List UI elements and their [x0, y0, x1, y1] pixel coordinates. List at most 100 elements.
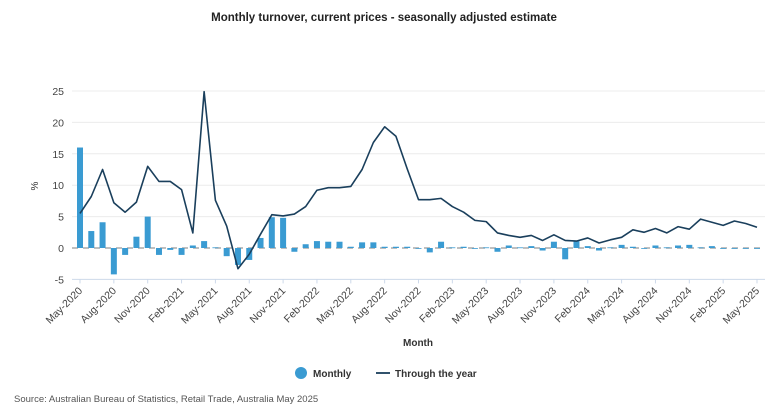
bar-monthly-Oct-2020	[133, 236, 140, 248]
y-tick-label: 10	[52, 180, 64, 192]
bar-monthly-Nov-2020	[144, 216, 151, 248]
point-through-the-year-Jun-2024	[632, 229, 634, 231]
legend-monthly-label: Monthly	[313, 369, 352, 380]
bar-monthly-Oct-2024	[675, 245, 682, 248]
bar-monthly-Mar-2023	[460, 246, 467, 248]
bar-monthly-Jun-2020	[88, 231, 95, 248]
bar-monthly-Jun-2022	[359, 242, 366, 248]
bar-monthly-Apr-2021	[201, 241, 208, 248]
point-through-the-year-Feb-2024	[587, 237, 589, 239]
point-through-the-year-Feb-2023	[451, 205, 453, 207]
point-through-the-year-Nov-2024	[688, 228, 690, 230]
x-tick-label: Aug-2021	[214, 285, 255, 326]
bar-monthly-Feb-2022	[313, 241, 320, 248]
point-through-the-year-Jan-2022	[304, 205, 306, 207]
bar-monthly-Oct-2021	[268, 217, 275, 248]
point-through-the-year-May-2022	[350, 185, 352, 187]
bar-monthly-Nov-2021	[280, 217, 287, 248]
point-through-the-year-Dec-2021	[293, 213, 295, 215]
y-tick-label: 5	[58, 212, 64, 224]
bar-monthly-Sep-2021	[257, 237, 264, 248]
point-through-the-year-Jul-2021	[237, 268, 239, 270]
bar-monthly-Apr-2022	[336, 241, 343, 248]
point-through-the-year-Dec-2024	[699, 218, 701, 220]
point-through-the-year-Mar-2025	[733, 220, 735, 222]
point-through-the-year-Nov-2020	[147, 165, 149, 167]
point-through-the-year-Jan-2021	[169, 180, 171, 182]
x-tick-label: Nov-2023	[518, 285, 559, 326]
point-through-the-year-Jul-2023	[508, 234, 510, 236]
bar-monthly-Aug-2024	[652, 245, 659, 248]
point-through-the-year-Dec-2020	[158, 180, 160, 182]
bar-monthly-Apr-2025	[742, 248, 749, 249]
y-tick-label: 15	[52, 149, 64, 161]
point-through-the-year-Aug-2020	[113, 202, 115, 204]
x-tick-label: Nov-2024	[654, 285, 695, 326]
bar-monthly-Feb-2023	[449, 247, 456, 249]
point-through-the-year-Aug-2023	[519, 236, 521, 238]
bar-monthly-Nov-2024	[686, 244, 693, 248]
bar-monthly-Jun-2024	[629, 246, 636, 248]
point-through-the-year-Feb-2021	[180, 188, 182, 190]
point-through-the-year-Jun-2020	[90, 195, 92, 197]
bar-monthly-Dec-2021	[291, 248, 298, 252]
y-tick-label: 25	[52, 86, 64, 98]
point-through-the-year-Oct-2022	[406, 168, 408, 170]
point-through-the-year-Apr-2025	[745, 222, 747, 224]
point-through-the-year-Aug-2021	[248, 253, 250, 255]
x-tick-label: May-2025	[721, 285, 763, 327]
legend-through-year-label: Through the year	[395, 369, 477, 380]
bar-monthly-Mar-2024	[596, 248, 603, 251]
bar-monthly-Aug-2023	[517, 247, 524, 249]
point-through-the-year-Oct-2021	[271, 214, 273, 216]
y-tick-label: -5	[55, 274, 64, 286]
bar-monthly-Dec-2022	[426, 248, 433, 253]
bar-monthly-Jul-2021	[234, 248, 241, 265]
point-through-the-year-Sep-2024	[666, 232, 668, 234]
x-tick-label: Nov-2022	[383, 285, 424, 326]
point-through-the-year-Dec-2023	[564, 239, 566, 241]
point-through-the-year-Dec-2022	[429, 198, 431, 200]
bar-monthly-Sep-2022	[392, 246, 399, 248]
point-through-the-year-Aug-2022	[383, 126, 385, 128]
x-tick-label: May-2023	[450, 285, 492, 327]
bar-monthly-Dec-2024	[697, 247, 704, 249]
bar-monthly-Aug-2020	[110, 248, 117, 275]
x-tick-label: May-2022	[314, 285, 356, 327]
x-tick-label: Aug-2022	[349, 285, 390, 326]
point-through-the-year-Apr-2024	[609, 239, 611, 241]
legend-monthly-swatch	[295, 367, 307, 379]
point-through-the-year-Sep-2022	[395, 135, 397, 137]
bar-monthly-Nov-2023	[550, 241, 557, 248]
point-through-the-year-Mar-2023	[462, 211, 464, 213]
point-through-the-year-Oct-2024	[677, 225, 679, 227]
point-through-the-year-Oct-2020	[135, 201, 137, 203]
bar-monthly-Nov-2022	[415, 248, 422, 249]
bar-monthly-Oct-2022	[404, 246, 411, 248]
point-through-the-year-Jan-2025	[711, 221, 713, 223]
point-through-the-year-Feb-2025	[722, 224, 724, 226]
bar-monthly-Mar-2021	[189, 245, 196, 248]
point-through-the-year-Jul-2022	[372, 141, 374, 143]
point-through-the-year-Feb-2022	[316, 189, 318, 191]
point-through-the-year-Mar-2024	[598, 242, 600, 244]
point-through-the-year-May-2021	[214, 199, 216, 201]
point-through-the-year-Apr-2022	[338, 187, 340, 189]
bar-monthly-Jun-2023	[494, 248, 501, 252]
y-tick-label: 20	[52, 117, 64, 129]
x-tick-label: Aug-2020	[78, 285, 119, 326]
bar-monthly-Jan-2023	[438, 241, 445, 248]
bar-monthly-Mar-2022	[325, 241, 332, 248]
point-through-the-year-May-2024	[620, 236, 622, 238]
bar-monthly-Sep-2023	[528, 246, 535, 248]
x-axis-label: Month	[403, 338, 433, 349]
x-tick-label: Nov-2020	[112, 285, 153, 326]
point-through-the-year-Jul-2020	[101, 168, 103, 170]
point-through-the-year-Nov-2022	[417, 198, 419, 200]
point-through-the-year-Mar-2021	[192, 232, 194, 234]
point-through-the-year-Nov-2021	[282, 215, 284, 217]
point-through-the-year-Apr-2023	[474, 219, 476, 221]
point-through-the-year-Oct-2023	[541, 239, 543, 241]
bar-monthly-Jun-2021	[223, 248, 230, 257]
